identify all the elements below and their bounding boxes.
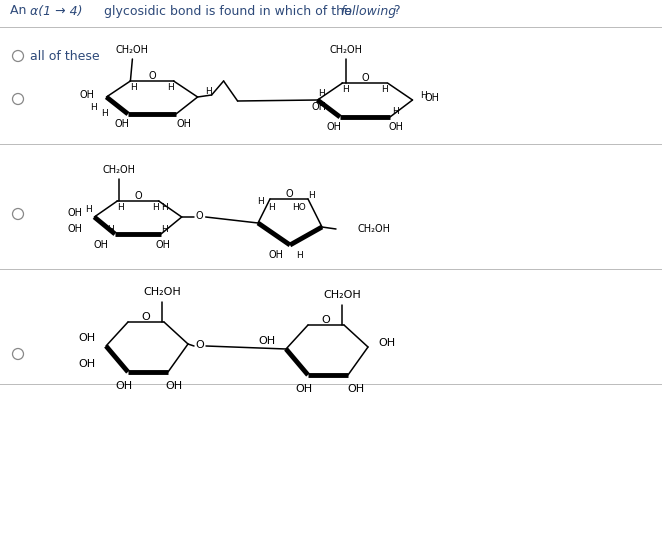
Text: OH: OH [269,250,283,260]
Text: H: H [117,203,124,212]
Text: OH: OH [156,240,171,250]
Text: OH: OH [68,208,82,218]
Text: glycosidic bond is found in which of the: glycosidic bond is found in which of the [100,4,355,17]
Text: H: H [167,83,174,92]
Text: H: H [420,91,427,100]
Text: α(1 → 4): α(1 → 4) [30,4,83,17]
Text: H: H [308,191,315,200]
Text: CH₂OH: CH₂OH [323,290,361,300]
Text: HO: HO [292,202,306,211]
Text: OH: OH [177,119,191,129]
Text: H: H [162,203,168,212]
Text: H: H [381,86,388,94]
Text: H: H [89,102,97,111]
Text: O: O [322,315,330,325]
Text: H: H [206,88,213,97]
Text: OH: OH [115,381,132,391]
Text: H: H [85,205,92,214]
Text: all of these: all of these [30,50,99,63]
Text: OH: OH [79,359,96,369]
Text: OH: OH [389,122,404,132]
Text: ?: ? [393,4,400,17]
Text: O: O [361,73,369,83]
Text: H: H [101,108,108,117]
Text: CH₂OH: CH₂OH [103,165,136,175]
Text: O: O [196,340,205,350]
Text: O: O [134,191,142,201]
Text: OH: OH [93,240,109,250]
Text: H: H [342,86,349,94]
Text: CH₂OH: CH₂OH [330,45,363,55]
Text: O: O [285,189,293,199]
Text: OH: OH [68,224,82,234]
Text: OH: OH [115,119,130,129]
Text: CH₂OH: CH₂OH [143,287,181,297]
Text: H: H [108,225,115,234]
Text: H: H [152,203,159,212]
Text: OH: OH [259,336,276,346]
Text: OH: OH [295,384,312,394]
Text: H: H [130,83,137,92]
Text: O: O [196,211,203,221]
Text: O: O [142,312,150,322]
Text: CH₂OH: CH₂OH [358,224,391,234]
Text: OH: OH [79,90,95,100]
Text: OH: OH [79,333,96,343]
Text: H: H [297,250,303,259]
Text: CH₂OH: CH₂OH [116,45,149,55]
Text: An: An [10,4,30,17]
Text: OH: OH [166,381,183,391]
Text: following: following [340,4,396,17]
Text: H: H [393,107,399,116]
Text: OH: OH [348,384,365,394]
Text: OH: OH [378,338,395,348]
Text: OH: OH [424,93,440,103]
Text: H: H [318,88,325,97]
Text: H: H [162,225,168,234]
Text: H: H [258,197,264,206]
Text: OH: OH [312,102,327,112]
Text: O: O [148,71,156,81]
Text: OH: OH [326,122,342,132]
Text: H: H [269,202,275,211]
